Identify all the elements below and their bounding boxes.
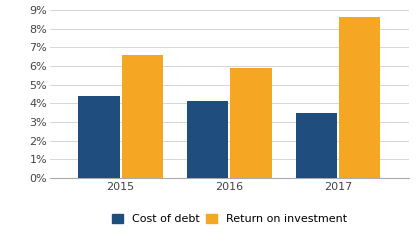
Bar: [187, 101, 228, 178]
Legend: Cost of debt, Return on investment: Cost of debt, Return on investment: [112, 214, 347, 224]
Bar: [339, 17, 380, 178]
Bar: [78, 96, 120, 178]
Bar: [122, 55, 163, 178]
Bar: [296, 113, 337, 178]
Bar: [231, 68, 272, 178]
